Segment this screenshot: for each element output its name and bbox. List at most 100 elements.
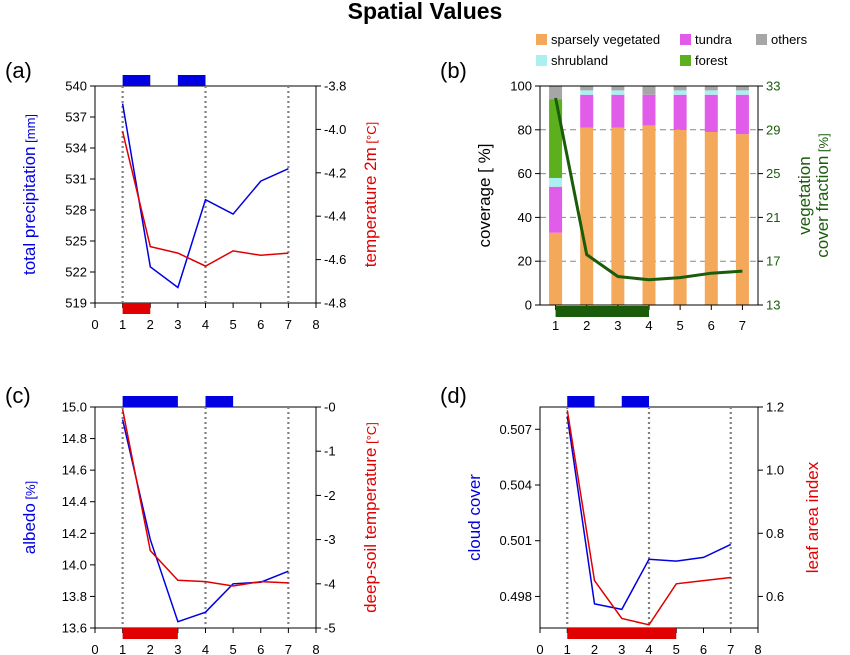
panel-b-legend-label: others xyxy=(771,32,808,47)
panel-b-legend-label: sparsely vegetated xyxy=(551,32,660,47)
panel-c-left-axis-label: albedo [%] xyxy=(20,481,39,554)
panel-c-left-tick-label: 14.6 xyxy=(62,463,87,478)
panel-a-left-tick-label: 537 xyxy=(65,110,87,125)
panel-d-bottom-bar xyxy=(567,628,677,639)
panel-b-right-tick-label: 29 xyxy=(766,122,780,137)
panel-c-x-tick-label: 0 xyxy=(91,642,98,655)
panel-b-right-axis-label-2: cover fraction [%] xyxy=(813,133,832,257)
panel-b-vegetation-line xyxy=(554,97,743,282)
panel-c-right-tick-label: -2 xyxy=(324,488,336,503)
panel-c-right-tick-label: -4 xyxy=(324,576,336,591)
panel-c-left-tick-label: 13.8 xyxy=(62,589,87,604)
panel-b-bar-segment xyxy=(735,86,749,91)
panel-b-bar-segment xyxy=(549,186,563,233)
panel-b-bar-segment xyxy=(735,134,749,305)
panel-a-x-tick-label: 7 xyxy=(285,317,292,332)
panel-a-left-tick-label: 519 xyxy=(65,296,87,311)
panel-c-right-tick-label: -5 xyxy=(324,621,336,636)
panel-c-right-axis-label: deep-soil temperature [°C] xyxy=(361,422,380,613)
panel-b-right-tick-label: 21 xyxy=(766,210,780,225)
panel-a-x-tick-label: 3 xyxy=(174,317,181,332)
panel-a-label: (a) xyxy=(5,58,32,83)
panel-b-x-tick-label: 1 xyxy=(552,318,559,333)
panel-c-right-series-line xyxy=(121,409,289,587)
panel-c-left-tick-label: 14.2 xyxy=(62,526,87,541)
panel-d-right-tick-label: 0.8 xyxy=(766,526,784,541)
panel-b-bar-segment xyxy=(580,90,594,95)
panel-b-bar-segment xyxy=(611,127,625,305)
panel-d-x-tick-label: 3 xyxy=(618,642,625,655)
panel-b-bar-segment xyxy=(642,125,656,305)
panel-a-frame xyxy=(94,85,317,304)
panel-a-x-tick-label: 1 xyxy=(119,317,126,332)
panel-b-bar-segment xyxy=(611,94,625,128)
panel-d-x-tick-label: 4 xyxy=(645,642,652,655)
panel-b-right-tick-label: 33 xyxy=(766,79,780,94)
panel-b-x-tick-label: 5 xyxy=(677,318,684,333)
panel-b-bar-segment xyxy=(580,127,594,305)
panel-b-left-tick-label: 20 xyxy=(518,254,532,269)
panel-b-bar-segment xyxy=(673,129,687,305)
panel-d-top-bar xyxy=(567,396,595,407)
panel-b-legend-label: tundra xyxy=(695,32,733,47)
panel-d-x-tick-label: 1 xyxy=(564,642,571,655)
panel-b-right-tick-label: 13 xyxy=(766,298,780,313)
panel-b-right-tick-label: 25 xyxy=(766,166,780,181)
panel-c-bottom-bar xyxy=(122,628,178,639)
panel-b-bar-segment xyxy=(673,86,687,91)
panel-c-right-tick-label: -1 xyxy=(324,444,336,459)
panel-a-left-axis-label: total precipitation [mm] xyxy=(20,114,39,275)
panel-a-x-tick-label: 0 xyxy=(91,317,98,332)
panel-b-bar-segment xyxy=(673,94,687,130)
panel-b-bar-segment xyxy=(704,86,718,91)
panel-c-top-bar xyxy=(205,396,234,407)
panel-c-x-tick-label: 2 xyxy=(147,642,154,655)
panel-b-bar-segment xyxy=(735,94,749,135)
panel-d-x-tick-label: 6 xyxy=(700,642,707,655)
panel-c-x-tick-label: 8 xyxy=(312,642,319,655)
panel-d-left-tick-label: 0.498 xyxy=(499,589,532,604)
panel-b-bar-segment xyxy=(549,177,563,187)
panel-b-bar-segment xyxy=(704,90,718,95)
panel-a-right-tick-label: -3.8 xyxy=(324,79,346,94)
panel-a-top-bar xyxy=(122,75,151,86)
panel-a-x-tick-label: 2 xyxy=(147,317,154,332)
panel-b-left-tick-label: 60 xyxy=(518,166,532,181)
panel-b-label: (b) xyxy=(440,58,467,83)
panel-b-legend-swatch xyxy=(680,55,691,66)
panel-b-x-tick-label: 7 xyxy=(739,318,746,333)
panel-b-left-axis-label: coverage [ %] xyxy=(475,144,494,248)
panel-c-left-tick-label: 14.8 xyxy=(62,431,87,446)
panel-b-bar-segment xyxy=(673,90,687,95)
panel-a-x-tick-label: 5 xyxy=(230,317,237,332)
panel-a-right-tick-label: -4.4 xyxy=(324,209,346,224)
panel-b-bar-segment xyxy=(735,90,749,95)
panel-d-right-axis-label: leaf area index xyxy=(803,461,822,573)
panel-b-bar-segment xyxy=(549,86,563,100)
panel-c-label: (c) xyxy=(5,383,31,408)
panel-b-x-tick-label: 2 xyxy=(583,318,590,333)
panel-b-legend-swatch xyxy=(756,34,767,45)
panel-b-bar-segment xyxy=(704,131,718,305)
panel-d-right-tick-label: 0.6 xyxy=(766,589,784,604)
panel-a-bottom-bar xyxy=(122,303,151,314)
panel-c-x-tick-label: 7 xyxy=(285,642,292,655)
panel-a-right-tick-label: -4.6 xyxy=(324,252,346,267)
panel-b-bottom-bar xyxy=(555,306,649,317)
panel-d-right-tick-label: 1.2 xyxy=(766,400,784,415)
panel-b-bar-segment xyxy=(580,94,594,128)
panel-a-x-tick-label: 8 xyxy=(312,317,319,332)
panel-a-x-tick-label: 6 xyxy=(257,317,264,332)
panel-b-legend-label: shrubland xyxy=(551,53,608,68)
figure-title: Spatial Values xyxy=(348,0,503,24)
panel-b-x-tick-label: 4 xyxy=(645,318,652,333)
panel-b-right-tick-label: 17 xyxy=(766,254,780,269)
panel-a-left-tick-label: 528 xyxy=(65,203,87,218)
panel-d-left-axis-label: cloud cover xyxy=(465,474,484,561)
panel-a-right-tick-label: -4.0 xyxy=(324,122,346,137)
panel-b-bar-segment xyxy=(704,94,718,132)
panel-d-x-tick-label: 5 xyxy=(673,642,680,655)
panel-d-left-tick-label: 0.504 xyxy=(499,478,532,493)
panel-d-label: (d) xyxy=(440,383,467,408)
panel-c-top-bar xyxy=(122,396,178,407)
